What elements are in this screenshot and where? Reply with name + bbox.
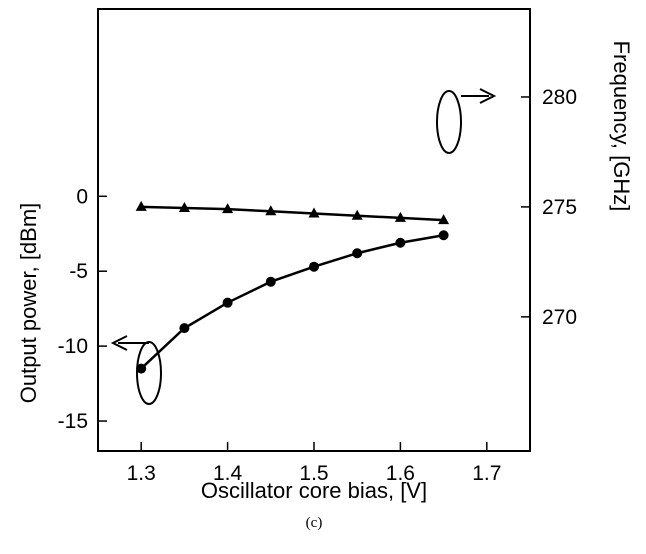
x-axis-label: Oscillator core bias, [V] [201,478,427,503]
frequency-data-point [308,207,320,218]
y2-tick-label: 280 [542,86,577,109]
power-data-point [265,276,276,287]
power-data-point [222,297,233,308]
frequency-data-point [178,202,190,213]
frequency-axis-arrowhead [479,88,497,104]
y2-axis-label: Frequency, [GHz] [609,41,634,212]
power-data-point [309,261,319,272]
y-tick-label: -5 [69,260,88,283]
y-tick-label: -15 [58,410,88,433]
power-axis-arrowhead [110,335,128,351]
y2-ticks: 280 275 270 [521,86,577,329]
power-data-point [136,363,147,374]
series-group [135,200,450,374]
power-data-point [179,323,190,334]
annotations [110,88,497,405]
x-ticks: 1.3 1.4 1.5 1.6 1.7 [127,442,501,485]
figure-caption: (c) [306,515,323,531]
power-data-point [352,248,363,259]
power-series-line [140,234,444,370]
y-ticks: 0 -5 -10 -15 [58,185,107,433]
y-tick-label: 0 [76,185,88,208]
x-tick-label: 1.6 [386,462,415,485]
frequency-data-point [265,205,277,216]
x-tick-label: 1.3 [127,462,156,485]
y2-tick-label: 275 [542,196,577,219]
frequency-data-point [351,209,363,220]
frequency-series-line [141,205,444,222]
x-tick-label: 1.5 [299,462,328,485]
frequency-data-point [135,200,147,211]
y-tick-label: -10 [58,335,88,358]
y-axis-label: Output power, [dBm] [16,203,41,404]
frequency-data-point [438,214,450,225]
x-tick-label: 1.4 [213,462,243,485]
frequency-data-point [222,203,234,214]
power-data-point [438,230,449,241]
x-tick-label: 1.7 [472,462,501,485]
power-data-point [395,237,406,248]
y2-tick-label: 270 [542,306,577,329]
frequency-data-point [394,211,406,222]
plot-frame [97,8,531,452]
frequency-series-ellipse-marker [436,90,462,154]
